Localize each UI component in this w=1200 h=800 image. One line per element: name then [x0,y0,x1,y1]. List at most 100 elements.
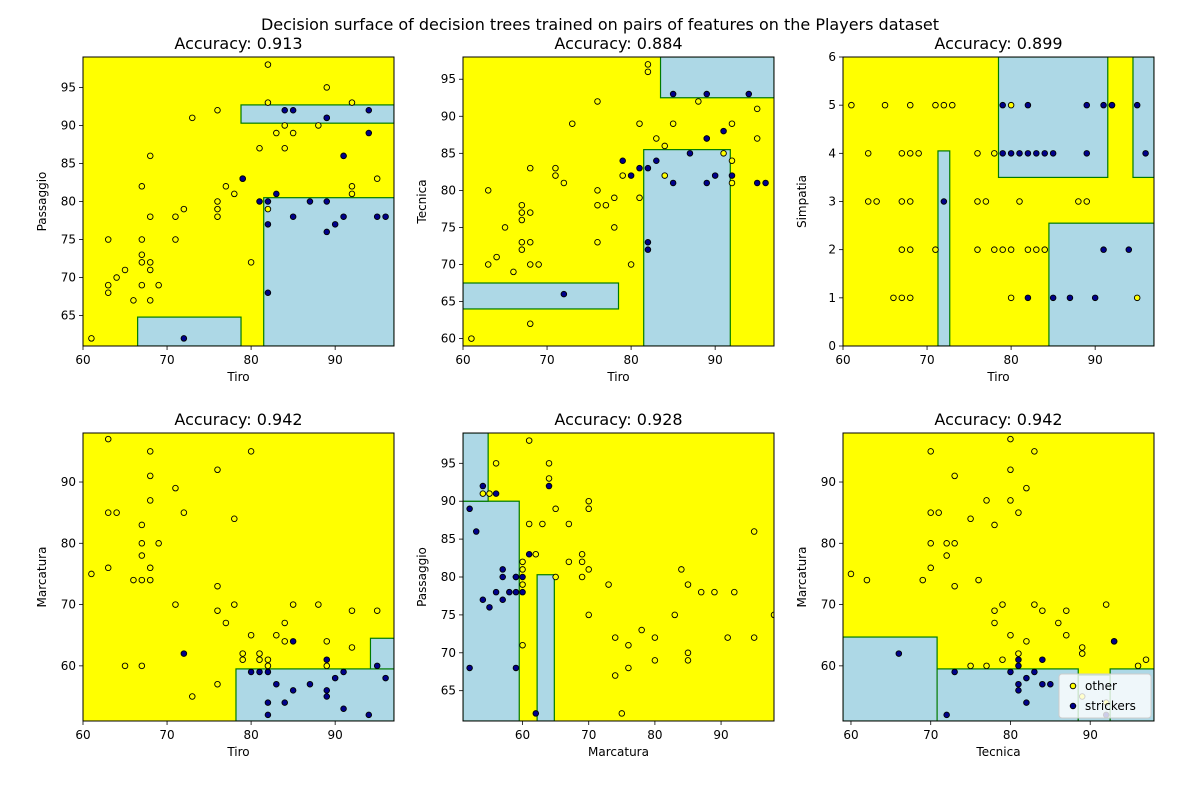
y-tick-label: 6 [828,50,836,64]
point-striker [499,596,506,603]
point-other [138,540,146,547]
axes-frame [82,432,395,722]
point-other [644,68,652,76]
point-other [711,588,718,596]
point-other [138,521,146,529]
point-other [155,281,162,289]
point-other [863,576,871,584]
y-tick-label: 3 [828,195,836,209]
y-tick-label: 85 [441,146,456,160]
point-other [1033,246,1040,253]
x-axis-label: Tiro [986,370,1009,384]
point-other [348,99,356,106]
x-tick-label: 90 [328,353,343,367]
point-other [113,509,120,516]
point-other [906,150,914,157]
point-striker [512,588,520,596]
y-tick-label: 75 [441,608,456,622]
point-other [214,205,221,213]
points [466,437,774,717]
region-strikers [659,57,774,99]
point-striker [1083,150,1091,157]
y-tick-label: 90 [821,475,836,489]
point-other [373,607,381,614]
point-other [552,172,559,179]
point-other [247,259,255,266]
point-other [88,570,95,578]
point-other [231,190,238,198]
y-tick-label: 80 [61,536,76,550]
point-other [594,201,601,209]
point-other [731,588,738,596]
point-striker [506,588,513,596]
point-other [625,664,632,672]
point-other [552,573,559,581]
point-other [1016,198,1023,205]
regions-strikers [463,433,555,721]
point-other [256,650,263,657]
y-tick-label: 90 [441,494,456,508]
x-tick-label: 90 [713,728,728,742]
point-other [348,183,356,190]
subplot-title: Accuracy: 0.913 [174,34,302,53]
point-striker [1015,680,1022,688]
point-striker [323,114,331,122]
point-other [991,246,998,253]
point-striker [281,106,288,114]
point-striker [365,711,373,719]
x-tick-label: 80 [243,728,258,742]
point-other [518,209,526,216]
point-striker [653,157,660,164]
point-striker [323,228,331,236]
region-strikers [369,637,394,670]
point-striker [479,482,487,490]
point-other [974,150,981,157]
point-other [1031,448,1038,455]
point-other [484,187,492,194]
point-other [264,656,272,663]
point-other [138,576,146,584]
point-striker [1041,150,1048,157]
point-other [222,183,230,190]
point-other [625,641,632,649]
point-other [121,662,129,670]
point-striker [1091,294,1099,302]
point-striker [466,664,473,672]
point-striker [703,135,711,142]
point-other [636,120,643,127]
region-strikers [536,574,555,721]
x-tick-label: 70 [581,728,596,742]
legend-box [1058,673,1152,719]
point-other [231,601,238,608]
point-other [1142,656,1150,663]
y-tick-label: 60 [821,659,836,673]
x-axis-label: Tiro [226,745,249,759]
x-tick-label: 60 [455,353,470,367]
subplot-title: Accuracy: 0.899 [934,34,1062,53]
point-striker [1049,294,1057,302]
point-striker [323,693,331,700]
point-other [1023,638,1030,645]
point-striker [669,179,677,187]
point-other [974,246,981,253]
point-striker [1039,680,1046,688]
point-other [231,515,238,523]
point-other [898,150,906,157]
point-striker [323,198,331,205]
x-tick-label: 70 [539,353,554,367]
y-tick-label: 80 [441,183,456,197]
point-striker [1110,638,1118,645]
point-other [104,281,112,289]
point-other [1083,198,1091,205]
point-striker [753,179,761,187]
point-striker [289,687,297,694]
point-other [1055,619,1062,627]
point-striker [264,289,272,297]
point-other [585,566,592,573]
point-other [273,631,280,639]
point-other [138,281,146,289]
x-tick-label: 60 [75,728,90,742]
legend-label-strikers: strickers [1085,699,1136,713]
y-tick-label: 65 [61,309,76,323]
point-other [951,472,958,480]
